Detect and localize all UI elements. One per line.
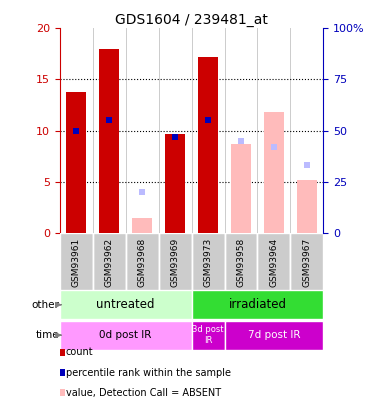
Bar xyxy=(66,92,86,233)
Text: other: other xyxy=(32,300,60,310)
Bar xyxy=(99,49,119,233)
Text: GSM93968: GSM93968 xyxy=(137,237,147,287)
Text: GSM93962: GSM93962 xyxy=(105,237,114,286)
Text: irradiated: irradiated xyxy=(228,298,286,311)
Bar xyxy=(224,233,258,290)
Bar xyxy=(297,180,317,233)
Bar xyxy=(264,112,284,233)
Bar xyxy=(271,144,277,150)
Text: untreated: untreated xyxy=(96,298,155,311)
Text: 3d post
IR: 3d post IR xyxy=(192,326,224,345)
Text: GSM93973: GSM93973 xyxy=(204,237,213,287)
Bar xyxy=(93,233,126,290)
Bar xyxy=(290,233,323,290)
Text: GSM93964: GSM93964 xyxy=(270,237,278,286)
Text: GSM93967: GSM93967 xyxy=(302,237,311,287)
Text: 7d post IR: 7d post IR xyxy=(248,330,300,340)
Bar xyxy=(191,321,224,350)
Bar xyxy=(165,134,185,233)
Bar xyxy=(106,117,112,124)
Bar xyxy=(60,233,93,290)
Bar xyxy=(139,189,145,195)
Bar xyxy=(198,57,218,233)
Bar xyxy=(258,233,290,290)
Bar xyxy=(205,117,211,124)
Text: GSM93961: GSM93961 xyxy=(72,237,81,287)
Text: value, Detection Call = ABSENT: value, Detection Call = ABSENT xyxy=(66,388,221,398)
Bar xyxy=(191,233,224,290)
Bar xyxy=(191,290,323,319)
Bar xyxy=(126,233,159,290)
Bar xyxy=(60,290,191,319)
Bar xyxy=(304,162,310,168)
Text: GSM93958: GSM93958 xyxy=(236,237,246,287)
Bar xyxy=(231,144,251,233)
Text: GSM93969: GSM93969 xyxy=(171,237,179,287)
Text: 0d post IR: 0d post IR xyxy=(99,330,152,340)
Bar xyxy=(172,134,178,140)
Text: time: time xyxy=(36,330,60,340)
Bar xyxy=(73,128,79,134)
Bar xyxy=(159,233,191,290)
Text: percentile rank within the sample: percentile rank within the sample xyxy=(66,368,231,377)
Title: GDS1604 / 239481_at: GDS1604 / 239481_at xyxy=(115,13,268,27)
Bar xyxy=(224,321,323,350)
Text: count: count xyxy=(66,347,94,357)
Bar xyxy=(132,217,152,233)
Bar xyxy=(60,321,191,350)
Bar xyxy=(238,138,244,144)
